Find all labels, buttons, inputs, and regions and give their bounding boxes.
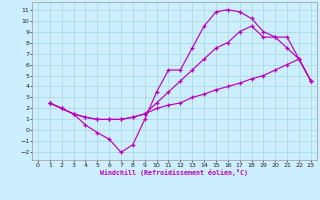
X-axis label: Windchill (Refroidissement éolien,°C): Windchill (Refroidissement éolien,°C) (100, 169, 248, 176)
